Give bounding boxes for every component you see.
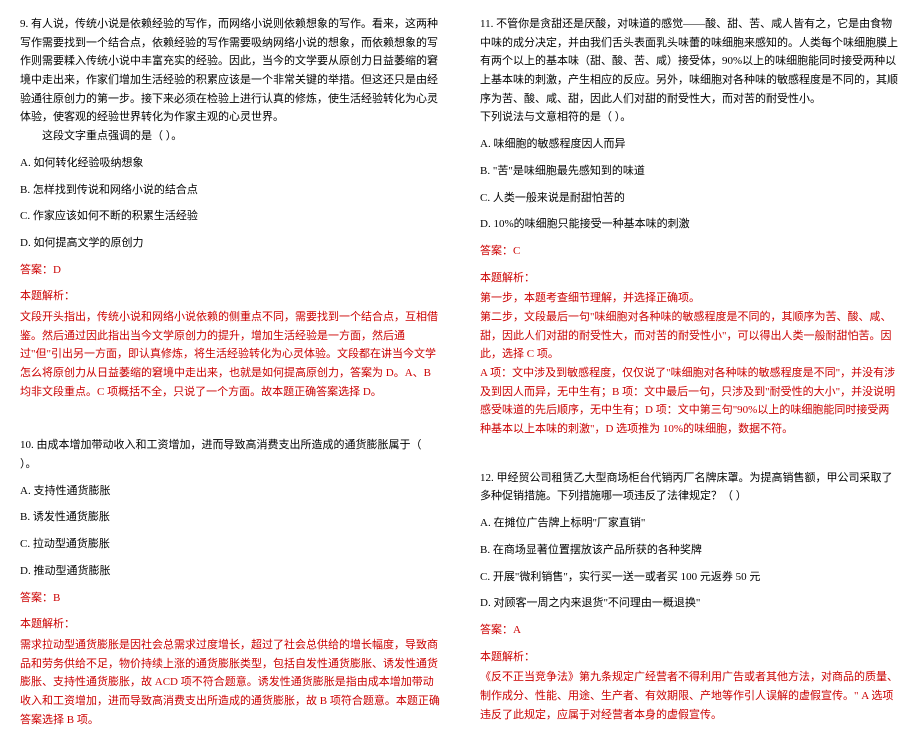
q9-analysis: 文段开头指出，传统小说和网络小说依赖的侧重点不同，需要找到一个结合点，互相借鉴。… bbox=[20, 308, 440, 401]
q9-option-b: B. 怎样找到传说和网络小说的结合点 bbox=[20, 181, 440, 200]
q11-options: A. 味细胞的敏感程度因人而异 B. "苦"是味细胞最先感知到的味道 C. 人类… bbox=[480, 135, 900, 234]
question-12: 12. 甲经贸公司租赁乙大型商场柜台代销丙厂名牌床罩。为提高销售额，甲公司采取了… bbox=[480, 469, 900, 725]
q10-option-b: B. 诱发性通货膨胀 bbox=[20, 508, 440, 527]
q9-answer: 答案：D bbox=[20, 261, 440, 280]
q12-option-d: D. 对顾客一周之内来退货"不问理由一概退换" bbox=[480, 594, 900, 613]
q12-stem: 12. 甲经贸公司租赁乙大型商场柜台代销丙厂名牌床罩。为提高销售额，甲公司采取了… bbox=[480, 469, 900, 506]
left-column: 9. 有人说，传统小说是依赖经验的写作，而网络小说则依赖想象的写作。看来，这两种… bbox=[0, 0, 460, 651]
q12-option-a: A. 在摊位广告牌上标明"厂家直销" bbox=[480, 514, 900, 533]
q9-options: A. 如何转化经验吸纳想象 B. 怎样找到传说和网络小说的结合点 C. 作家应该… bbox=[20, 154, 440, 253]
question-10: 10. 由成本增加带动收入和工资增加，进而导致高消费支出所造成的通货膨胀属于（ … bbox=[20, 436, 440, 729]
q9-option-d: D. 如何提高文学的原创力 bbox=[20, 234, 440, 253]
q10-answer: 答案：B bbox=[20, 589, 440, 608]
q10-stem: 10. 由成本增加带动收入和工资增加，进而导致高消费支出所造成的通货膨胀属于（ … bbox=[20, 436, 440, 473]
q12-options: A. 在摊位广告牌上标明"厂家直销" B. 在商场显著位置摆放该产品所获的各种奖… bbox=[480, 514, 900, 613]
q11-answer: 答案：C bbox=[480, 242, 900, 261]
q11-stem: 11. 不管你是贪甜还是厌酸，对味道的感觉——酸、甜、苦、咸人皆有之，它是由食物… bbox=[480, 15, 900, 108]
q9-option-a: A. 如何转化经验吸纳想象 bbox=[20, 154, 440, 173]
q11-analysis-2: 第二步，文段最后一句"味细胞对各种味的敏感程度是不同的，其顺序为苦、酸、咸、甜，… bbox=[480, 308, 900, 364]
q12-analysis: 《反不正当竞争法》第九条规定广经营者不得利用广告或者其他方法，对商品的质量、制作… bbox=[480, 668, 900, 724]
question-11: 11. 不管你是贪甜还是厌酸，对味道的感觉——酸、甜、苦、咸人皆有之，它是由食物… bbox=[480, 15, 900, 439]
q9-stem: 9. 有人说，传统小说是依赖经验的写作，而网络小说则依赖想象的写作。看来，这两种… bbox=[20, 15, 440, 127]
q10-options: A. 支持性通货膨胀 B. 诱发性通货膨胀 C. 拉动型通货膨胀 D. 推动型通… bbox=[20, 482, 440, 581]
q12-answer: 答案：A bbox=[480, 621, 900, 640]
q12-analysis-label: 本题解析： bbox=[480, 648, 900, 667]
q12-option-c: C. 开展"微利销售"，实行买一送一或者买 100 元返券 50 元 bbox=[480, 568, 900, 587]
q11-analysis-3: A 项：文中涉及到敏感程度，仅仅说了"味细胞对各种味的敏感程度是不同"，并没有涉… bbox=[480, 364, 900, 439]
q9-option-c: C. 作家应该如何不断的积累生活经验 bbox=[20, 207, 440, 226]
right-column: 11. 不管你是贪甜还是厌酸，对味道的感觉——酸、甜、苦、咸人皆有之，它是由食物… bbox=[460, 0, 920, 651]
q11-option-b: B. "苦"是味细胞最先感知到的味道 bbox=[480, 162, 900, 181]
q9-analysis-label: 本题解析： bbox=[20, 287, 440, 306]
q9-prompt: 这段文字重点强调的是（ ）。 bbox=[20, 127, 440, 146]
q11-option-c: C. 人类一般来说是耐甜怕苦的 bbox=[480, 189, 900, 208]
q10-analysis-label: 本题解析： bbox=[20, 615, 440, 634]
q11-prompt: 下列说法与文意相符的是（ ）。 bbox=[480, 108, 900, 127]
q11-analysis-label: 本题解析： bbox=[480, 269, 900, 288]
q10-option-d: D. 推动型通货膨胀 bbox=[20, 562, 440, 581]
q10-option-a: A. 支持性通货膨胀 bbox=[20, 482, 440, 501]
q11-analysis-1: 第一步，本题考查细节理解，并选择正确项。 bbox=[480, 289, 900, 308]
q11-option-d: D. 10%的味细胞只能接受一种基本味的刺激 bbox=[480, 215, 900, 234]
question-9: 9. 有人说，传统小说是依赖经验的写作，而网络小说则依赖想象的写作。看来，这两种… bbox=[20, 15, 440, 401]
q10-analysis: 需求拉动型通货膨胀是因社会总需求过度增长，超过了社会总供给的增长幅度，导致商品和… bbox=[20, 636, 440, 729]
q12-option-b: B. 在商场显著位置摆放该产品所获的各种奖牌 bbox=[480, 541, 900, 560]
q10-option-c: C. 拉动型通货膨胀 bbox=[20, 535, 440, 554]
q11-option-a: A. 味细胞的敏感程度因人而异 bbox=[480, 135, 900, 154]
